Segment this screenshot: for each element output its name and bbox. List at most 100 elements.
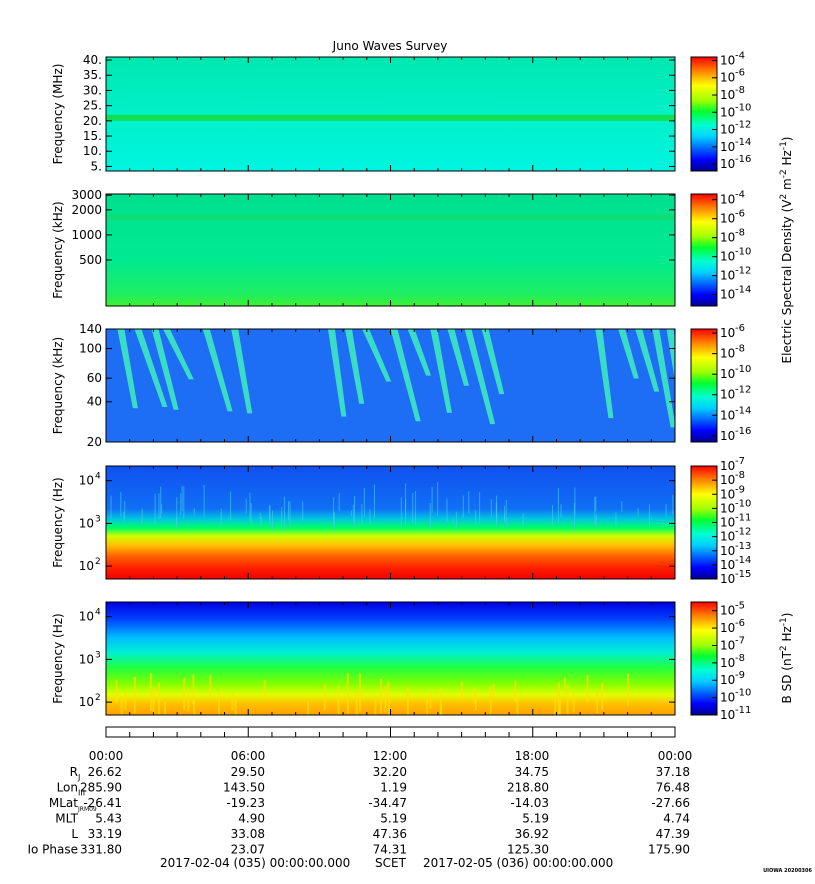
y-tick-label: 30. [83,83,102,97]
y-tick-label: 10 [79,610,94,624]
spectral-spike [406,687,409,715]
radio-burst [117,329,138,409]
spectrogram-panel-3-image [106,329,675,442]
time-tick-label: 18:00 [515,749,550,763]
ephemeris-value: -14.03 [510,796,549,810]
spectral-spike [307,700,310,715]
y-tick-label-base: 10 [79,695,94,709]
ephemeris-value: 125.30 [507,843,549,857]
y-tick-label: 1000 [71,228,102,242]
spectral-spike [250,503,252,524]
spectral-spike [374,696,377,715]
spectral-spike [358,673,361,712]
radio-burst [362,329,392,382]
colorbar-tick-exponent: -12 [735,266,751,277]
spectral-spike [120,697,123,715]
spectral-spike [505,499,507,516]
colorbar-tick-base: 10 [720,71,735,85]
ephemeris-value: 143.50 [223,781,265,795]
y-tick-label: 10. [83,144,102,158]
colorbar-tick-base: 10 [720,530,735,544]
colorbar-tick-exponent: -6 [735,323,745,334]
y-tick-label: 10 [79,652,94,666]
spectral-spike [648,504,650,531]
colorbar-tick-exponent: -11 [735,513,751,524]
spectral-spike [269,504,271,526]
spectral-spike [573,503,575,531]
y-tick-label: 10 [79,474,94,488]
label-part: ) [780,136,794,141]
spectral-spike [621,501,623,512]
spectrogram-panel-2-features [106,213,675,220]
spectral-spike [388,699,391,715]
spectral-spike [141,508,143,524]
colorbar-tick-exponent: -8 [735,653,745,664]
spectral-spike [133,676,136,714]
y-tick-label-base: 10 [79,516,94,530]
colorbar-tick-exponent: -10 [735,102,751,113]
spectral-spike [115,680,118,703]
colorbar-tick-exponent: -15 [735,569,751,580]
ephemeris-value: 33.08 [231,827,265,841]
spectral-spike [160,486,162,519]
spectral-spike [506,516,508,528]
spectral-spike [557,487,559,523]
time-axis: 00:00 06:00 12:00 18:00 00:00 [89,726,692,763]
label-part: ) [780,613,794,618]
spectral-spike [249,492,251,521]
label-sup: 2 [779,194,789,200]
y-tick-label-exponent: 4 [95,608,101,618]
y-tick-label-exponent: 3 [95,514,101,524]
spectral-spike [522,513,524,528]
panels: 40.35.30. 25.20.15.10.5. Frequency (MHz) 30… [51,53,676,716]
radio-burst [344,329,365,404]
colorbar-tick-base: 10 [720,544,735,558]
spectral-spike [180,493,182,516]
label-part: m [780,178,794,194]
spectral-spike [230,491,232,521]
label-sup: -1 [779,141,789,150]
ephemeris-value: 47.39 [656,827,690,841]
label-part: Hz [780,626,794,645]
spectral-spike [181,486,183,512]
colorbar-tick-base: 10 [720,604,735,618]
colorbar-tick-base: 10 [720,691,735,705]
spectral-spike [187,688,190,712]
spectral-spike [272,510,274,531]
ephemeris-value: 36.92 [515,827,549,841]
colorbar-tick-base: 10 [720,123,735,137]
ephemeris-row: L 33.19 33.08 47.36 36.92 47.39 [71,827,690,841]
radio-burst [481,329,505,395]
colorbar-tick-base: 10 [720,347,735,361]
spectral-spike [387,681,390,697]
colorbar-tick-base: 10 [720,250,735,264]
spectrogram-panel-5-features [115,673,630,715]
spectral-spike [203,484,205,517]
spectral-spike [120,492,122,517]
electric-colorbar-label: Electric Spectral Density (V2 m-2 Hz-1) [779,136,794,363]
radio-burst [390,329,421,422]
spectrogram-panel-4-features [110,481,674,531]
ephemeris-row-label: R [70,765,78,779]
y-tick-label: 15. [83,129,102,143]
ephemeris-value: 34.75 [515,765,549,779]
y-tick-label-base: 10 [79,474,94,488]
ephemeris-value: 218.80 [507,781,549,795]
radio-burst [134,329,168,407]
y-tick-label: 25. [83,99,102,113]
spectral-spike [405,483,407,516]
colorbar-tick-base: 10 [720,487,735,501]
y-tick-label-base: 10 [79,559,94,573]
colorbar-tick-exponent: -10 [735,498,751,509]
spectral-spike [337,686,340,715]
y-tick-label-base: 10 [79,610,94,624]
y-tick-label-exponent: 2 [95,557,101,567]
processing-stamp: UIOWA 20200306 [763,868,812,874]
label-part: Hz [780,150,794,169]
ephemeris-row: MLT 5.43 4.90 5.19 5.19 4.74 [55,812,690,826]
spectral-spike [429,503,431,529]
spectral-spike [355,690,358,715]
